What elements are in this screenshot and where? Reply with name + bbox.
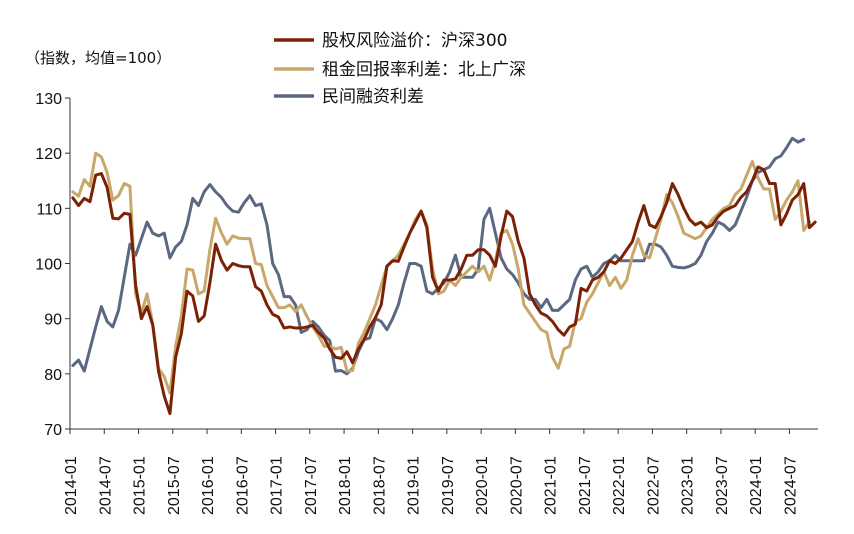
x-tick-label: 2016-07: [234, 456, 251, 515]
x-axis: 2014-01 2014-07 2015-01 2015-07 2016-01 2016-…: [63, 428, 818, 515]
y-tick-label: 70: [44, 422, 62, 439]
x-tick-label: 2018-01: [337, 456, 354, 515]
y-tick-label: 110: [36, 201, 62, 218]
y-tick-label: 120: [35, 146, 62, 163]
x-tick-label: 2018-07: [371, 456, 388, 515]
x-tick-label: 2019-07: [440, 456, 457, 515]
x-tick-label: 2017-01: [269, 456, 286, 515]
series-layer: [71, 136, 817, 416]
y-tick-label: 80: [44, 367, 62, 384]
x-tick-label: 2016-01: [200, 456, 217, 515]
y-tick-label: 100: [35, 257, 62, 274]
x-tick-label: 2019-01: [406, 456, 423, 515]
y-tick-label: 130: [35, 91, 62, 108]
x-tick-label: 2021-07: [577, 456, 594, 515]
unit-label: （指数，均值=100）: [25, 49, 171, 67]
series-line-2: [71, 151, 811, 395]
x-tick-label: 2014-07: [97, 456, 114, 515]
x-tick-label: 2023-07: [714, 456, 731, 515]
series-line-3: [71, 136, 806, 376]
y-axis: 70 80 90 100 110 120 130: [35, 91, 71, 439]
x-tick-label: 2015-07: [166, 456, 183, 515]
series-line-1: [71, 165, 817, 416]
x-tick-label: 2021-01: [543, 456, 560, 515]
x-tick-label: 2020-07: [508, 456, 525, 515]
legend-label-2: 租金回报率利差：北上广深: [322, 60, 526, 80]
x-tick-label: 2020-01: [474, 456, 491, 515]
y-tick-label: 90: [44, 312, 62, 329]
x-tick-label: 2017-07: [303, 456, 320, 515]
x-tick-label: 2015-01: [132, 456, 149, 515]
legend-label-1: 股权风险溢价：沪深300: [322, 31, 507, 51]
x-tick-label: 2022-07: [645, 456, 662, 515]
x-tick-label: 2014-01: [63, 456, 80, 515]
x-tick-label: 2023-01: [680, 456, 697, 515]
x-tick-label: 2024-07: [782, 456, 799, 515]
legend-label-3: 民间融资利差: [322, 87, 424, 107]
x-tick-label: 2022-01: [611, 456, 628, 515]
x-tick-label: 2024-01: [748, 456, 765, 515]
